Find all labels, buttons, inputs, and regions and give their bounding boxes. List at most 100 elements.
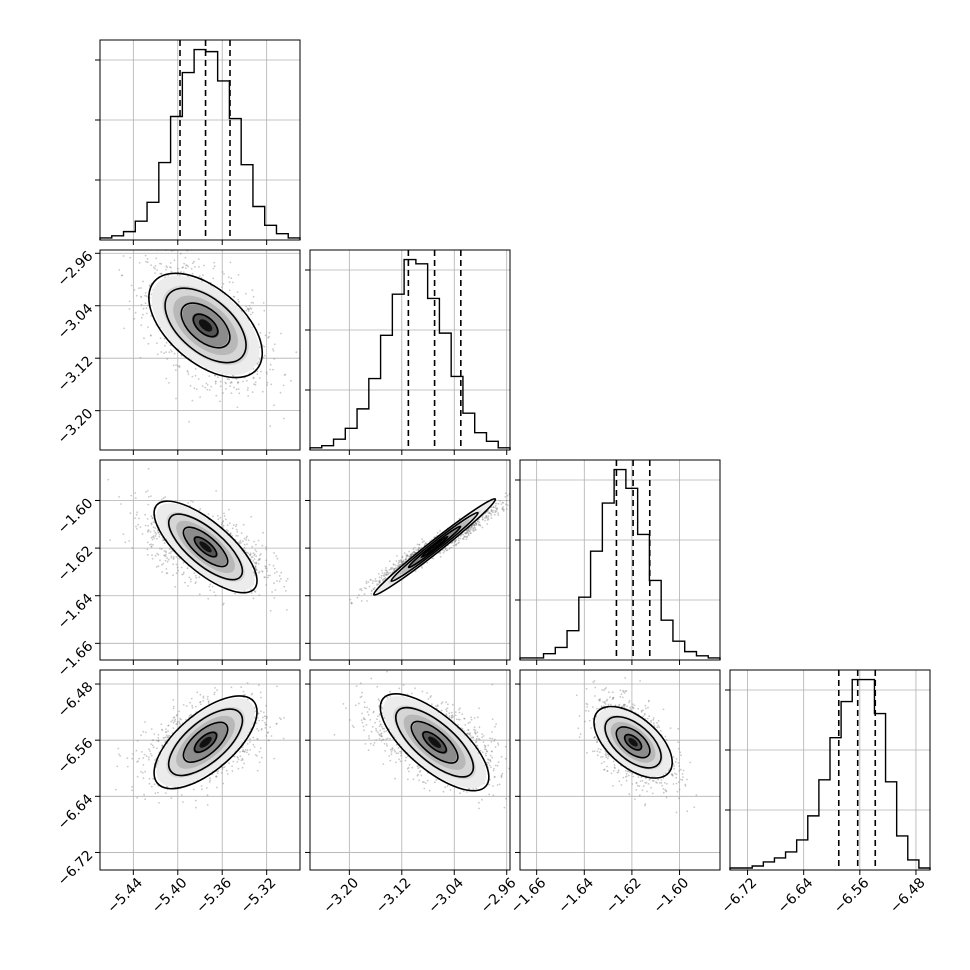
sample-point — [209, 777, 212, 779]
sample-point — [500, 775, 503, 778]
sample-point — [221, 286, 223, 288]
sample-point — [484, 519, 486, 522]
sample-point — [418, 547, 420, 550]
sample-point — [139, 526, 142, 528]
sample-point — [258, 358, 261, 361]
sample-point — [122, 533, 125, 536]
sample-point — [407, 766, 410, 769]
sample-point — [252, 736, 255, 739]
sample-point — [255, 562, 257, 565]
sample-point — [467, 722, 470, 725]
sample-point — [273, 597, 276, 599]
sample-point — [399, 750, 401, 753]
sample-point — [272, 350, 275, 352]
sample-point — [206, 804, 209, 806]
sample-point — [443, 550, 446, 552]
sample-point — [207, 597, 210, 600]
sample-point — [250, 556, 253, 558]
sample-point — [492, 509, 494, 512]
histogram-panel-3 — [725, 669, 931, 875]
sample-point — [400, 750, 403, 753]
sample-point — [177, 365, 179, 367]
sample-point — [170, 349, 172, 351]
sample-point — [244, 693, 246, 696]
sample-point — [252, 560, 255, 562]
sample-point — [172, 563, 175, 566]
sample-point — [135, 294, 138, 297]
sample-point — [472, 788, 475, 790]
sample-point — [414, 552, 416, 554]
sample-point — [185, 705, 188, 707]
sample-point — [268, 563, 271, 566]
sample-point — [466, 529, 469, 532]
sample-point — [378, 581, 381, 583]
sample-point — [161, 744, 164, 747]
sample-point — [191, 706, 194, 709]
sample-point — [463, 717, 466, 720]
sample-point — [176, 721, 179, 723]
sample-point — [186, 264, 189, 267]
sample-point — [275, 555, 278, 557]
sample-point — [473, 524, 476, 526]
sample-point — [386, 571, 388, 574]
sample-point — [250, 515, 253, 518]
sample-point — [251, 556, 254, 558]
sample-point — [145, 260, 148, 263]
sample-point — [165, 377, 168, 380]
sample-point — [458, 718, 461, 721]
sample-point — [674, 772, 676, 775]
sample-point — [150, 293, 153, 296]
sample-point — [260, 710, 262, 713]
sample-point — [404, 759, 407, 762]
sample-point — [144, 292, 147, 294]
sample-point — [164, 792, 167, 794]
sample-point — [363, 587, 366, 589]
sample-point — [516, 764, 518, 766]
sample-point — [388, 755, 391, 757]
sample-point — [144, 731, 147, 734]
sample-point — [475, 524, 477, 527]
sample-point — [445, 708, 447, 711]
sample-point — [140, 316, 143, 319]
sample-point — [221, 766, 223, 769]
sample-point — [161, 744, 164, 747]
sample-point — [385, 573, 388, 575]
sample-point — [600, 762, 603, 765]
sample-point — [402, 560, 405, 563]
sample-point — [271, 591, 273, 593]
sample-point — [235, 534, 238, 537]
sample-point — [414, 687, 416, 690]
sample-point — [156, 762, 159, 764]
sample-point — [375, 727, 377, 730]
sample-point — [254, 590, 256, 593]
sample-point — [150, 545, 153, 548]
sample-point — [190, 500, 192, 502]
sample-point — [501, 508, 504, 510]
sample-point — [400, 752, 403, 755]
sample-point — [148, 284, 151, 287]
sample-point — [173, 259, 176, 262]
sample-point — [398, 563, 401, 566]
sample-point — [252, 597, 255, 600]
sample-point — [370, 590, 373, 592]
sample-point — [417, 549, 420, 551]
sample-point — [388, 560, 391, 563]
sample-point — [391, 747, 394, 750]
sample-point — [157, 531, 160, 534]
panel-contents — [100, 460, 300, 660]
sample-point — [625, 773, 628, 775]
sample-point — [149, 753, 152, 755]
sample-point — [237, 767, 240, 770]
sample-point — [472, 529, 474, 532]
sample-point — [389, 571, 391, 574]
sample-point — [418, 766, 421, 769]
sample-point — [180, 271, 182, 273]
sample-point — [469, 529, 472, 531]
sample-point — [481, 798, 483, 801]
sample-point — [609, 696, 611, 698]
sample-point — [652, 722, 655, 725]
sample-point — [264, 727, 267, 729]
sample-point — [251, 391, 254, 393]
sample-point — [413, 550, 415, 553]
sample-point — [406, 767, 409, 770]
